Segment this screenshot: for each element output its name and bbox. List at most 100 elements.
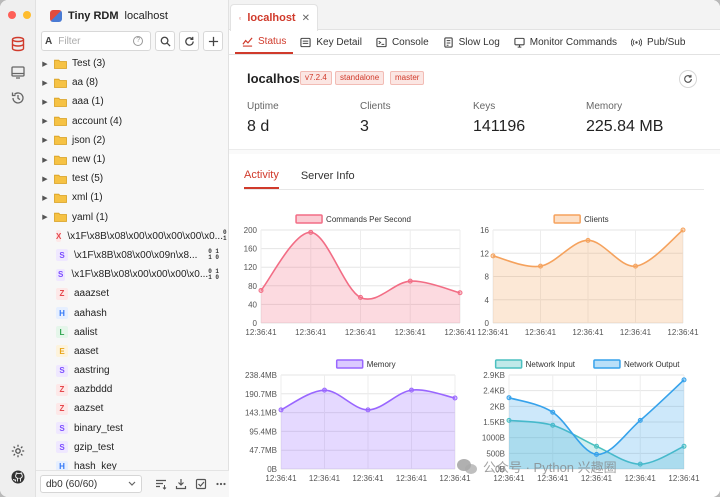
y-tick-label: 80 xyxy=(248,282,257,291)
chevron-right-icon[interactable]: ▶ xyxy=(42,98,48,106)
console-icon xyxy=(376,37,387,47)
tab-key-detail[interactable]: Key Detail xyxy=(293,30,369,54)
chevron-down-icon xyxy=(128,481,136,486)
tree-folder[interactable]: ▶ json (2) xyxy=(36,131,229,150)
chevron-right-icon[interactable]: ▶ xyxy=(42,214,48,222)
folder-icon xyxy=(54,212,67,222)
x-tick-label: 12:36:41 xyxy=(668,474,700,483)
app-logo-icon xyxy=(50,10,62,22)
tab-console[interactable]: Console xyxy=(369,30,436,54)
history-icon[interactable] xyxy=(8,88,28,108)
key-type-badge: L xyxy=(56,326,68,339)
tree-folder[interactable]: ▶ aa (8) xyxy=(36,73,229,92)
tree-label: \x1F\x8B\x08\x00\x09n\x8... xyxy=(74,249,198,261)
tab-monitor-commands[interactable]: Monitor Commands xyxy=(507,30,624,54)
tree-label: Test (3) xyxy=(72,58,106,70)
chevron-right-icon[interactable]: ▶ xyxy=(42,79,48,87)
settings-gear-icon[interactable] xyxy=(8,441,28,461)
tree-label: aaazset xyxy=(74,288,110,300)
watermark: 公众号 · Python 兴趣圈 xyxy=(456,457,617,476)
tab-status[interactable]: Status xyxy=(235,30,294,54)
y-tick-label: 190.7MB xyxy=(245,390,277,399)
data-point xyxy=(278,407,284,413)
more-button[interactable] xyxy=(214,477,228,491)
data-point xyxy=(322,387,327,393)
tree-folder[interactable]: ▶ xml (1) xyxy=(36,188,229,207)
check-mode-button[interactable] xyxy=(194,477,208,491)
close-window-button[interactable] xyxy=(8,11,16,19)
tree-folder[interactable]: ▶ account (4) xyxy=(36,112,229,131)
refresh-button[interactable] xyxy=(679,70,697,88)
x-tick-label: 12:36:41 xyxy=(477,328,509,337)
tab-server-info[interactable]: Server Info xyxy=(300,170,355,182)
chevron-right-icon[interactable]: ▶ xyxy=(42,137,48,145)
tree-key[interactable]: X \x1F\x8B\x08\x00\x00\x00\x00\x0...0 11 … xyxy=(36,227,229,246)
key-type-badge: Z xyxy=(56,383,68,396)
series-line xyxy=(260,231,461,300)
connection-tab-localhost[interactable]: localhost ✕ xyxy=(230,4,318,31)
tree-label: \x1F\x8B\x08\x00\x00\x00\x00\x0... xyxy=(67,230,223,242)
tree-folder[interactable]: ▶ Test (3) xyxy=(36,54,229,73)
series-area xyxy=(509,420,684,469)
monitor-icon[interactable] xyxy=(8,62,28,82)
y-tick-label: 0B xyxy=(267,465,277,474)
role-tag: master xyxy=(390,71,425,85)
tree-folder[interactable]: ▶ aaa (1) xyxy=(36,92,229,111)
y-tick-label: 0 xyxy=(253,319,258,328)
reload-button[interactable] xyxy=(179,31,199,51)
chevron-right-icon[interactable]: ▶ xyxy=(42,194,48,202)
tree-folder[interactable]: ▶ yaml (1) xyxy=(36,208,229,227)
help-icon[interactable]: ? xyxy=(133,36,144,46)
y-tick-label: 143.1MB xyxy=(245,409,277,418)
folder-icon xyxy=(54,97,67,107)
tab-pubsub[interactable]: Pub/Sub xyxy=(624,30,692,54)
chevron-right-icon[interactable]: ▶ xyxy=(42,175,48,183)
close-tab-icon[interactable]: ✕ xyxy=(301,12,310,24)
status-icon xyxy=(242,36,253,47)
tab-slow-log[interactable]: Slow Log xyxy=(436,30,507,54)
folder-icon xyxy=(54,155,67,165)
match-case-toggle[interactable]: A xyxy=(45,35,53,47)
folder-icon xyxy=(54,136,67,146)
import-button[interactable] xyxy=(174,477,188,491)
database-icon[interactable] xyxy=(8,34,28,54)
refresh-icon xyxy=(684,74,692,83)
filter-box: A ? xyxy=(41,31,151,51)
github-icon[interactable] xyxy=(8,467,28,487)
legend-label: Network Output xyxy=(624,360,680,369)
chevron-right-icon[interactable]: ▶ xyxy=(42,118,48,126)
db-select[interactable]: db0 (60/60) xyxy=(40,475,142,493)
server-name: localhost xyxy=(247,71,305,86)
binary-icon: 0 11 0 xyxy=(222,229,229,243)
data-point xyxy=(594,443,599,449)
filter-input[interactable] xyxy=(58,35,134,47)
tab-key-detail-label: Key Detail xyxy=(316,36,362,48)
stat-clients-value: 3 xyxy=(360,118,369,135)
filter-type-button[interactable] xyxy=(154,477,168,491)
checkbox-icon xyxy=(195,478,207,490)
folder-icon xyxy=(54,193,67,203)
minimize-window-button[interactable] xyxy=(23,11,31,19)
search-button[interactable] xyxy=(155,31,175,51)
x-tick-label: 12:36:41 xyxy=(625,474,657,483)
key-type-badge: S xyxy=(56,364,68,377)
chevron-right-icon[interactable]: ▶ xyxy=(42,60,48,68)
tree-folder[interactable]: ▶ new (1) xyxy=(36,150,229,169)
add-key-button[interactable] xyxy=(203,31,223,51)
tree-folder[interactable]: ▶ test (5) xyxy=(36,169,229,188)
tab-activity[interactable]: Activity xyxy=(244,163,279,189)
chevron-right-icon[interactable]: ▶ xyxy=(42,156,48,164)
stat-keys-label: Keys xyxy=(473,101,496,112)
